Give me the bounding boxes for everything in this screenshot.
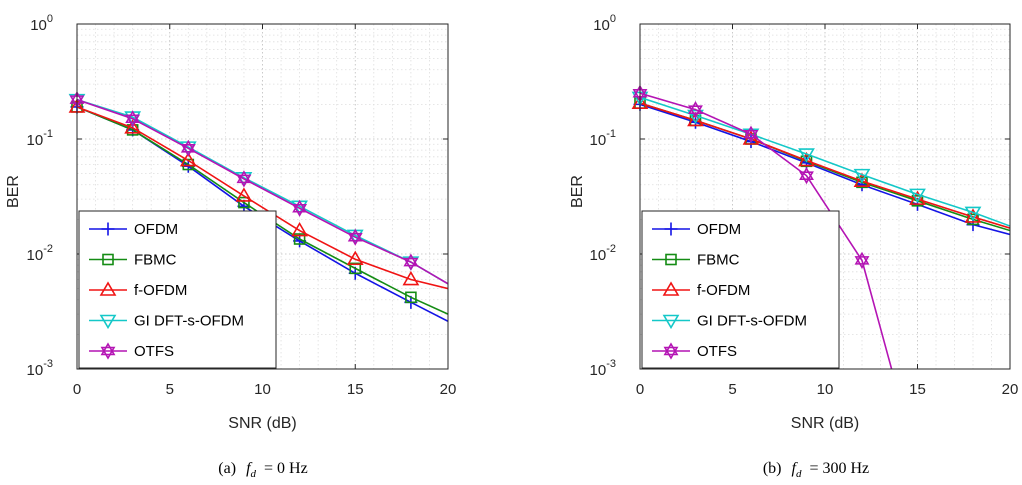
legend-marker-otfs	[100, 342, 116, 360]
legend-marker-f-ofdm	[662, 281, 680, 296]
series-line-otfs	[77, 98, 448, 285]
data-point-gi-dft-s-ofdm	[964, 206, 982, 221]
x-tick-label: 0	[73, 381, 81, 398]
legend-marker-f-ofdm	[99, 281, 117, 296]
x-tick-label: 20	[1002, 381, 1019, 398]
chart-panel-a: 0 5 10 15 20 10-3 10-2 10-1 100 SNR (dB) BER OFDM FB…	[5, 13, 456, 432]
legend-label-gi-dft-s-ofdm: GI DFT-s-OFDM	[697, 313, 807, 330]
data-point-otfs	[292, 199, 308, 217]
legend-label-ofdm: OFDM	[697, 221, 741, 238]
legend-label-ofdm: OFDM	[134, 221, 178, 238]
x-tick-label: 5	[728, 381, 736, 398]
y-axis-label: BER	[5, 175, 22, 208]
data-point-otfs	[347, 228, 363, 246]
x-axis-label: SNR (dB)	[791, 415, 859, 432]
data-point-otfs	[688, 101, 703, 119]
x-tick-label: 5	[166, 381, 174, 398]
data-point-gi-dft-s-ofdm	[687, 109, 704, 125]
series-line-gi-dft-s-ofdm	[640, 96, 1010, 227]
chart-panel-b: 0 5 10 15 20 10-3 10-2 10-1 100 SNR (dB) BER OFDM FB…	[569, 13, 1018, 432]
x-tick-label: 10	[254, 381, 271, 398]
legend-label-otfs: OTFS	[134, 343, 174, 360]
legend-marker-gi-dft-s-ofdm	[99, 314, 117, 330]
series-line-otfs	[640, 92, 893, 369]
data-point-f-ofdm	[179, 151, 197, 167]
legend-label-fbmc: FBMC	[697, 252, 740, 269]
caption-a: (a) fd = 0 Hz	[218, 460, 307, 481]
legend-label-f-ofdm: f-OFDM	[697, 282, 750, 299]
x-tick-label: 10	[817, 381, 834, 398]
legend-label-fbmc: FBMC	[134, 252, 177, 269]
x-tick-label: 15	[347, 381, 364, 398]
y-tick-label: 100	[593, 13, 616, 34]
data-point-fbmc	[349, 262, 362, 275]
legend-marker-ofdm	[101, 222, 115, 236]
legend: OFDM FBMC f-OFDM GI DFT-s-OFDM OTFS	[78, 210, 277, 369]
y-tick-label: 10-2	[590, 243, 616, 264]
y-tick-label: 10-3	[27, 358, 53, 379]
legend-label-gi-dft-s-ofdm: GI DFT-s-OFDM	[134, 313, 244, 330]
legend-marker-fbmc	[665, 253, 677, 266]
data-point-f-ofdm	[291, 221, 308, 237]
data-point-otfs	[854, 251, 870, 269]
data-point-otfs	[180, 139, 196, 157]
data-point-otfs	[125, 110, 141, 128]
series-line-f-ofdm	[640, 102, 1010, 229]
series-line-ofdm	[640, 103, 1010, 236]
legend-marker-ofdm	[664, 222, 678, 236]
x-axis-label: SNR (dB)	[228, 415, 296, 432]
data-point-f-ofdm	[687, 111, 704, 127]
data-point-f-ofdm	[964, 208, 982, 223]
data-point-f-ofdm	[402, 270, 420, 286]
data-point-fbmc	[238, 196, 250, 209]
data-point-otfs	[403, 253, 419, 271]
legend-marker-otfs	[663, 342, 679, 360]
data-point-gi-dft-s-ofdm	[798, 148, 815, 163]
y-axis-label: BER	[569, 175, 586, 208]
data-point-f-ofdm	[346, 250, 364, 266]
series-otfs	[69, 91, 448, 285]
x-tick-label: 20	[440, 381, 457, 398]
data-point-otfs	[743, 125, 759, 143]
legend-marker-fbmc	[102, 253, 114, 266]
data-point-fbmc	[405, 291, 417, 304]
data-point-fbmc	[293, 233, 306, 245]
legend: OFDM FBMC f-OFDM GI DFT-s-OFDM OTFS	[641, 210, 840, 369]
x-tick-label: 0	[636, 381, 644, 398]
data-point-gi-dft-s-ofdm	[853, 168, 871, 184]
data-point-f-ofdm	[235, 187, 253, 202]
legend-label-f-ofdm: f-OFDM	[134, 282, 187, 299]
data-point-f-ofdm	[909, 190, 926, 205]
y-tick-label: 10-1	[27, 128, 53, 149]
legend-marker-gi-dft-s-ofdm	[662, 314, 680, 330]
caption-b: (b) fd = 300 Hz	[763, 460, 869, 481]
legend-label-otfs: OTFS	[697, 343, 737, 360]
y-tick-label: 100	[30, 13, 53, 34]
y-tick-label: 10-2	[27, 243, 53, 264]
y-tick-label: 10-3	[590, 358, 616, 379]
data-point-f-ofdm	[124, 119, 142, 134]
x-tick-label: 15	[909, 381, 926, 398]
data-point-gi-dft-s-ofdm	[909, 188, 926, 203]
data-point-otfs	[799, 167, 814, 185]
data-point-f-ofdm	[853, 172, 871, 187]
data-point-f-ofdm	[798, 151, 815, 167]
data-point-otfs	[236, 170, 252, 188]
y-tick-label: 10-1	[590, 128, 616, 149]
